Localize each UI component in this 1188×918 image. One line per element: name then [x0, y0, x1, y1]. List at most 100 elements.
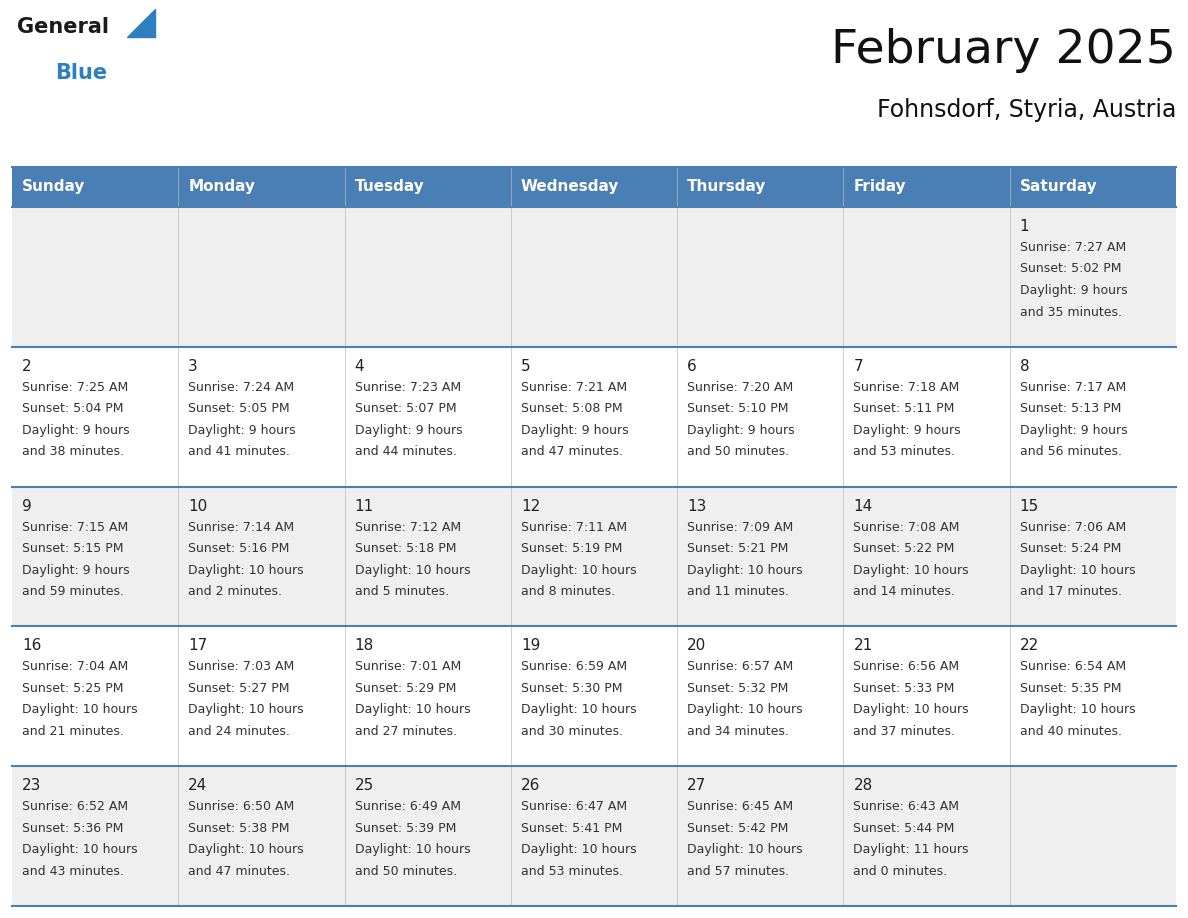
Text: and 35 minutes.: and 35 minutes. — [1019, 306, 1121, 319]
Text: and 50 minutes.: and 50 minutes. — [354, 865, 456, 878]
Bar — [12, 626, 1176, 767]
Bar — [12, 347, 1176, 487]
Text: Sunrise: 7:09 AM: Sunrise: 7:09 AM — [687, 521, 794, 533]
Text: Sunrise: 7:14 AM: Sunrise: 7:14 AM — [188, 521, 295, 533]
Text: 10: 10 — [188, 498, 208, 513]
Text: Sunrise: 6:52 AM: Sunrise: 6:52 AM — [23, 800, 128, 813]
Bar — [12, 487, 1176, 626]
Text: Sunrise: 7:21 AM: Sunrise: 7:21 AM — [520, 381, 627, 394]
Text: 7: 7 — [853, 359, 862, 374]
Text: Monday: Monday — [188, 180, 255, 195]
Text: Sunset: 5:11 PM: Sunset: 5:11 PM — [853, 402, 955, 415]
Text: February 2025: February 2025 — [832, 28, 1176, 73]
Text: 27: 27 — [687, 778, 707, 793]
Bar — [511, 167, 677, 207]
Text: Daylight: 10 hours: Daylight: 10 hours — [188, 564, 304, 577]
Text: and 21 minutes.: and 21 minutes. — [23, 725, 124, 738]
Text: 12: 12 — [520, 498, 541, 513]
Text: Daylight: 9 hours: Daylight: 9 hours — [354, 424, 462, 437]
Text: Daylight: 9 hours: Daylight: 9 hours — [188, 424, 296, 437]
Text: 20: 20 — [687, 638, 707, 654]
Text: Sunrise: 7:27 AM: Sunrise: 7:27 AM — [1019, 241, 1126, 254]
Text: and 41 minutes.: and 41 minutes. — [188, 445, 290, 458]
Text: Wednesday: Wednesday — [520, 180, 619, 195]
Bar — [178, 167, 345, 207]
Text: and 30 minutes.: and 30 minutes. — [520, 725, 623, 738]
Text: Sunset: 5:29 PM: Sunset: 5:29 PM — [354, 682, 456, 695]
Text: Daylight: 10 hours: Daylight: 10 hours — [188, 844, 304, 856]
Text: and 37 minutes.: and 37 minutes. — [853, 725, 955, 738]
Text: Daylight: 10 hours: Daylight: 10 hours — [520, 564, 637, 577]
Text: and 5 minutes.: and 5 minutes. — [354, 585, 449, 599]
Text: Sunset: 5:05 PM: Sunset: 5:05 PM — [188, 402, 290, 415]
Text: and 8 minutes.: and 8 minutes. — [520, 585, 615, 599]
Text: Fohnsdorf, Styria, Austria: Fohnsdorf, Styria, Austria — [877, 98, 1176, 122]
Text: Blue: Blue — [56, 63, 108, 83]
Bar — [1010, 167, 1176, 207]
Text: and 40 minutes.: and 40 minutes. — [1019, 725, 1121, 738]
Text: Daylight: 10 hours: Daylight: 10 hours — [520, 844, 637, 856]
Text: Thursday: Thursday — [687, 180, 766, 195]
Text: 3: 3 — [188, 359, 198, 374]
Text: Daylight: 10 hours: Daylight: 10 hours — [188, 703, 304, 716]
Text: 2: 2 — [23, 359, 32, 374]
Text: 25: 25 — [354, 778, 374, 793]
Text: Sunset: 5:02 PM: Sunset: 5:02 PM — [1019, 263, 1121, 275]
Text: Sunset: 5:27 PM: Sunset: 5:27 PM — [188, 682, 290, 695]
Bar — [345, 167, 511, 207]
Text: 17: 17 — [188, 638, 208, 654]
Text: Sunset: 5:38 PM: Sunset: 5:38 PM — [188, 822, 290, 834]
Text: Sunset: 5:24 PM: Sunset: 5:24 PM — [1019, 543, 1121, 555]
Text: Daylight: 10 hours: Daylight: 10 hours — [23, 844, 138, 856]
Text: 13: 13 — [687, 498, 707, 513]
Text: Sunrise: 6:56 AM: Sunrise: 6:56 AM — [853, 660, 960, 674]
Polygon shape — [127, 9, 154, 37]
Text: Sunset: 5:32 PM: Sunset: 5:32 PM — [687, 682, 789, 695]
Text: Sunrise: 6:54 AM: Sunrise: 6:54 AM — [1019, 660, 1126, 674]
Text: Daylight: 10 hours: Daylight: 10 hours — [354, 844, 470, 856]
Text: 5: 5 — [520, 359, 531, 374]
Text: Sunday: Sunday — [23, 180, 86, 195]
Text: 9: 9 — [23, 498, 32, 513]
Text: Sunrise: 7:03 AM: Sunrise: 7:03 AM — [188, 660, 295, 674]
Text: Sunrise: 7:25 AM: Sunrise: 7:25 AM — [23, 381, 128, 394]
Text: Sunset: 5:15 PM: Sunset: 5:15 PM — [23, 543, 124, 555]
Text: Sunrise: 7:12 AM: Sunrise: 7:12 AM — [354, 521, 461, 533]
Text: Sunrise: 7:15 AM: Sunrise: 7:15 AM — [23, 521, 128, 533]
Text: Daylight: 10 hours: Daylight: 10 hours — [687, 703, 803, 716]
Text: Tuesday: Tuesday — [354, 180, 424, 195]
Text: 21: 21 — [853, 638, 873, 654]
Text: Sunrise: 7:18 AM: Sunrise: 7:18 AM — [853, 381, 960, 394]
Text: Sunset: 5:16 PM: Sunset: 5:16 PM — [188, 543, 290, 555]
Text: Daylight: 10 hours: Daylight: 10 hours — [354, 564, 470, 577]
Text: Daylight: 10 hours: Daylight: 10 hours — [23, 703, 138, 716]
Text: 11: 11 — [354, 498, 374, 513]
Text: 24: 24 — [188, 778, 208, 793]
Text: Sunset: 5:39 PM: Sunset: 5:39 PM — [354, 822, 456, 834]
Text: Daylight: 9 hours: Daylight: 9 hours — [23, 424, 129, 437]
Text: Sunrise: 6:59 AM: Sunrise: 6:59 AM — [520, 660, 627, 674]
Text: Sunrise: 7:01 AM: Sunrise: 7:01 AM — [354, 660, 461, 674]
Text: Sunset: 5:25 PM: Sunset: 5:25 PM — [23, 682, 124, 695]
Text: and 14 minutes.: and 14 minutes. — [853, 585, 955, 599]
Text: 14: 14 — [853, 498, 873, 513]
Text: and 11 minutes.: and 11 minutes. — [687, 585, 789, 599]
Text: and 56 minutes.: and 56 minutes. — [1019, 445, 1121, 458]
Text: and 43 minutes.: and 43 minutes. — [23, 865, 124, 878]
Text: and 53 minutes.: and 53 minutes. — [520, 865, 623, 878]
Text: Sunrise: 7:20 AM: Sunrise: 7:20 AM — [687, 381, 794, 394]
Text: and 57 minutes.: and 57 minutes. — [687, 865, 789, 878]
Bar — [12, 167, 178, 207]
Text: Sunrise: 7:04 AM: Sunrise: 7:04 AM — [23, 660, 128, 674]
Text: and 24 minutes.: and 24 minutes. — [188, 725, 290, 738]
Text: 16: 16 — [23, 638, 42, 654]
Text: Daylight: 9 hours: Daylight: 9 hours — [1019, 424, 1127, 437]
Text: Sunset: 5:18 PM: Sunset: 5:18 PM — [354, 543, 456, 555]
Text: Daylight: 9 hours: Daylight: 9 hours — [1019, 284, 1127, 297]
Bar — [677, 167, 843, 207]
Text: Sunrise: 6:43 AM: Sunrise: 6:43 AM — [853, 800, 960, 813]
Text: 18: 18 — [354, 638, 374, 654]
Text: Sunrise: 7:24 AM: Sunrise: 7:24 AM — [188, 381, 295, 394]
Text: and 47 minutes.: and 47 minutes. — [520, 445, 623, 458]
Text: 19: 19 — [520, 638, 541, 654]
